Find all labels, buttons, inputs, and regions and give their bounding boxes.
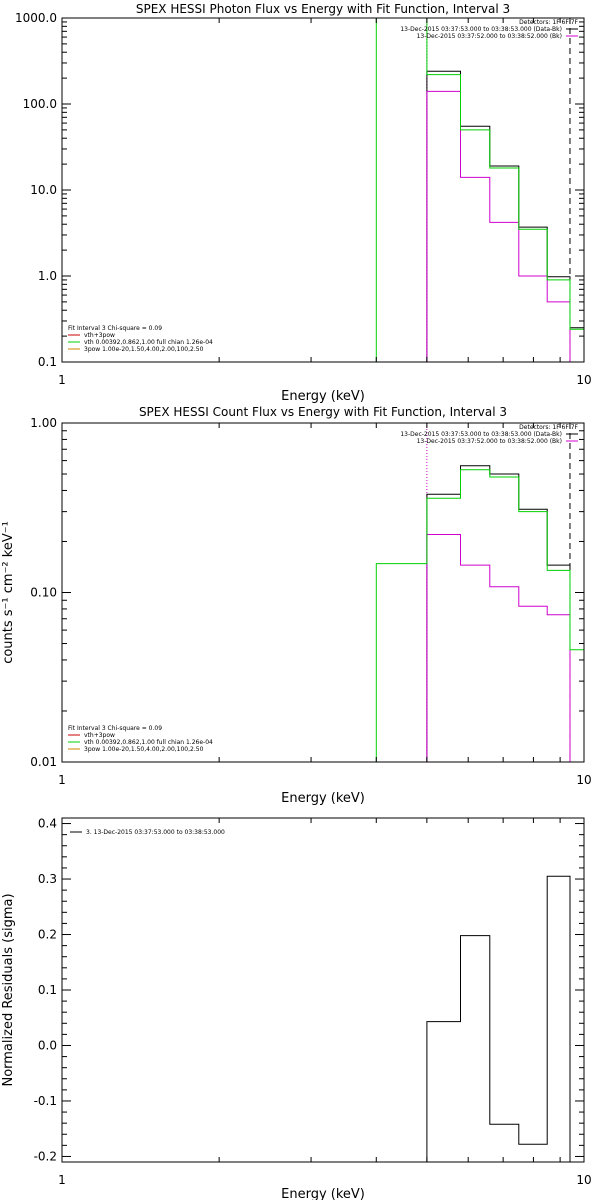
y-tick-label: 1.0 [38,269,57,283]
legend-entry: 3. 13-Dec-2015 03:37:53.000 to 03:38:53.… [86,829,225,836]
series-0-line [426,465,571,762]
x-tick-label: 1 [58,773,66,787]
x-tick-label: 10 [576,773,591,787]
y-tick-label: -0.1 [34,1094,57,1108]
y-tick-label: 1.00 [30,416,57,430]
chart-title: SPEX HESSI Count Flux vs Energy with Fit… [139,405,507,419]
x-tick-label: 1 [58,1173,66,1187]
y-axis-label: Normalized Residuals (sigma) [1,893,16,1086]
legend-entry: Fit Interval 3 Chi-square = 0.09 [68,325,162,332]
legend-entry: 13-Dec-2015 03:37:52.000 to 03:38:52.000… [417,438,562,445]
series-2-line [375,18,584,362]
series-0-line [426,875,571,1162]
x-tick-label: 10 [576,373,591,387]
x-tick-label: 10 [576,1173,591,1187]
legend-entry: vth 0.00392,0.862,1.00 full chian 1.26e-… [84,739,213,746]
chart-title: SPEX HESSI Photon Flux vs Energy with Fi… [136,2,510,16]
y-tick-label: 0.3 [38,872,57,886]
x-axis-label: Energy (keV) [281,1187,365,1200]
legend-entry: vth 0.00392,0.862,1.00 full chian 1.26e-… [84,339,213,346]
y-tick-label: 1000.0 [15,11,57,25]
y-tick-label: 0.1 [38,355,57,369]
y-tick-label: 0.4 [38,817,57,831]
legend-entry: 13-Dec-2015 03:37:53.000 to 03:38:53.000… [400,26,562,33]
plot-area [375,423,584,762]
y-tick-label: 0.01 [30,755,57,769]
photon-flux-panel: SPEX HESSI Photon Flux vs Energy with Fi… [15,2,592,404]
legend-entry: Fit Interval 3 Chi-square = 0.09 [68,725,162,732]
legend-entry: Detectors: 1F 6F 7F [519,19,578,26]
plot-area [375,18,584,362]
legend-entry: 3pow 1.00e-20,1.50,4.00,2.00,100,2.50 [84,346,204,353]
x-tick-label: 1 [58,373,66,387]
legend-entry: 3pow 1.00e-20,1.50,4.00,2.00,100,2.50 [84,746,204,753]
series-1-line [426,534,571,762]
y-tick-label: 0.2 [38,928,57,942]
y-tick-label: 0.10 [30,586,57,600]
x-axis-label: Energy (keV) [281,389,365,404]
legend-entry: 13-Dec-2015 03:37:52.000 to 03:38:52.000… [417,33,562,40]
legend-entry: Detectors: 1F 6F 7F [519,424,578,431]
series-1-line [426,90,571,362]
legend-entry: vth+3pow [84,732,115,739]
series-2-line [375,469,584,762]
y-axis-label: counts s⁻¹ cm⁻² keV⁻¹ [1,521,16,664]
y-tick-label: 10.0 [30,183,57,197]
y-tick-label: 0.0 [38,1038,57,1052]
count-flux-panel: SPEX HESSI Count Flux vs Energy with Fit… [1,405,592,806]
plot-area [426,875,571,1162]
residuals-panel: 1 10 -0.2 -0.1 0.0 0.1 0.2 0.3 0.4 Energy (keV) No… [1,817,592,1200]
legend-entry: 13-Dec-2015 03:37:53.000 to 03:38:53.000… [400,431,562,438]
x-axis-label: Energy (keV) [281,791,365,806]
y-tick-label: 100.0 [23,97,57,111]
y-tick-label: 0.1 [38,983,57,997]
legend-entry: vth+3pow [84,332,115,339]
y-tick-label: -0.2 [34,1149,57,1163]
